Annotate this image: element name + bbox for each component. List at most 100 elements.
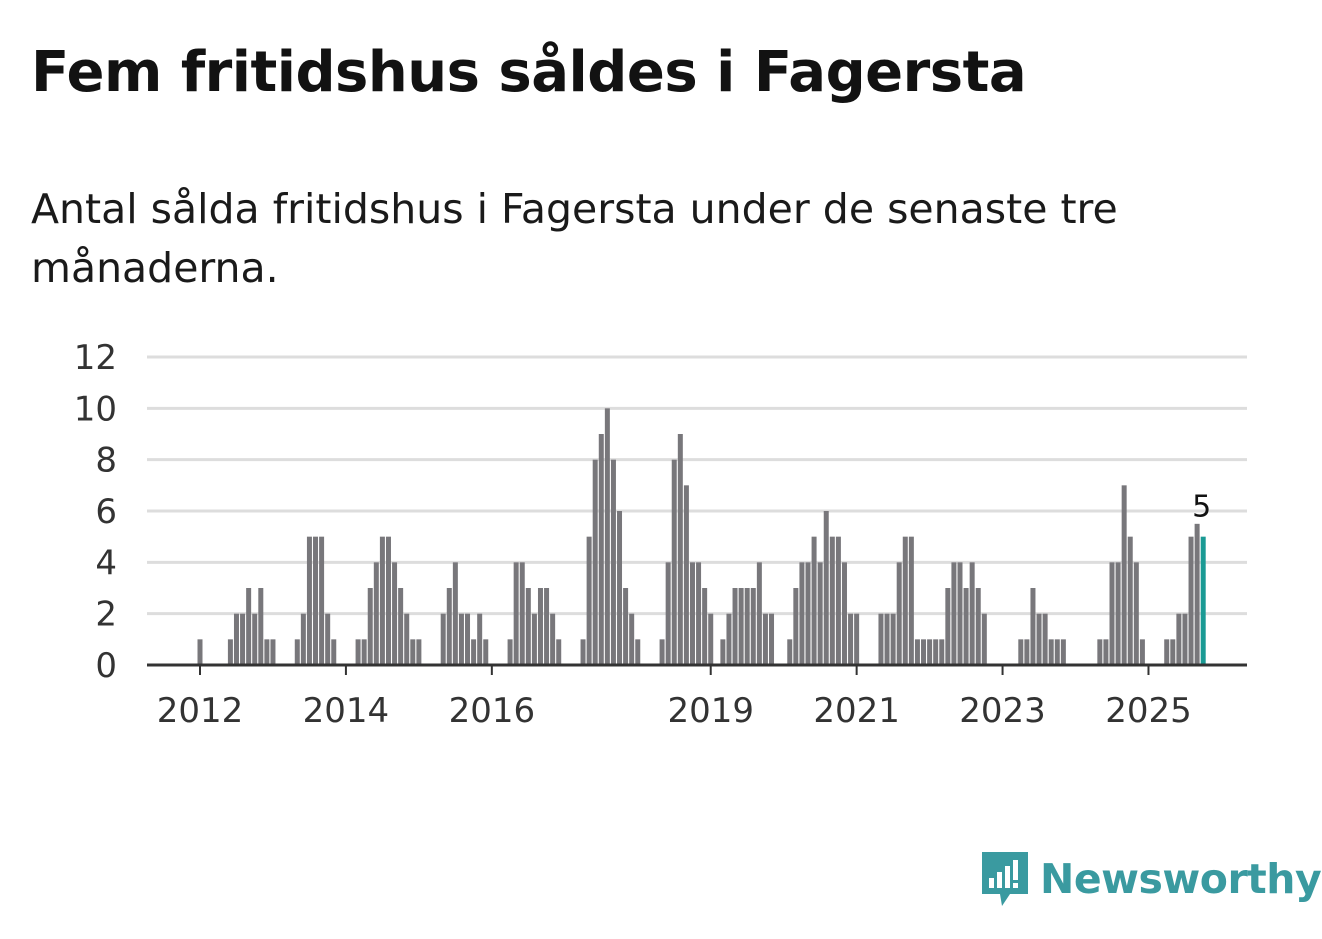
bar xyxy=(550,613,556,665)
bar-highlight xyxy=(1200,536,1206,665)
bar xyxy=(805,562,811,665)
bar xyxy=(1176,613,1182,665)
bar xyxy=(580,639,586,665)
bar xyxy=(258,588,264,665)
bar xyxy=(610,459,616,665)
bar xyxy=(446,588,452,665)
bar xyxy=(677,434,683,665)
bar xyxy=(1194,523,1200,665)
bar xyxy=(921,639,927,665)
bar xyxy=(811,536,817,665)
bar xyxy=(1133,562,1139,665)
bar xyxy=(531,613,537,665)
bar xyxy=(1139,639,1145,665)
bar xyxy=(471,639,477,665)
x-tick-label: 2023 xyxy=(959,691,1046,731)
x-tick-label: 2021 xyxy=(813,691,900,731)
bar xyxy=(1042,613,1048,665)
bar xyxy=(1109,562,1115,665)
bar xyxy=(1024,639,1030,665)
bar xyxy=(1060,639,1066,665)
bar xyxy=(975,588,981,665)
bar xyxy=(361,639,367,665)
bar xyxy=(902,536,908,665)
x-tick-label: 2014 xyxy=(303,691,390,731)
bar xyxy=(756,562,762,665)
bar xyxy=(835,536,841,665)
bar xyxy=(951,562,957,665)
bar xyxy=(306,536,312,665)
bar xyxy=(270,639,276,665)
bar xyxy=(981,613,987,665)
bar xyxy=(586,536,592,665)
bar xyxy=(769,613,775,665)
bar xyxy=(884,613,890,665)
bar xyxy=(452,562,458,665)
bar xyxy=(477,613,483,665)
bar xyxy=(617,511,623,665)
bar xyxy=(623,588,629,665)
bar xyxy=(458,613,464,665)
bar xyxy=(246,588,252,665)
bar xyxy=(683,485,689,665)
bar xyxy=(957,562,963,665)
bar xyxy=(410,639,416,665)
bar xyxy=(848,613,854,665)
brand-logo: Newsworthy xyxy=(980,848,1322,910)
bar xyxy=(398,588,404,665)
x-tick-label: 2019 xyxy=(667,691,754,731)
bar xyxy=(841,562,847,665)
bar xyxy=(300,613,306,665)
bar xyxy=(264,639,270,665)
x-tick-label: 2012 xyxy=(157,691,244,731)
bar xyxy=(908,536,914,665)
bar xyxy=(823,511,829,665)
bar xyxy=(914,639,920,665)
bar xyxy=(817,562,823,665)
bar xyxy=(233,613,239,665)
bar xyxy=(1121,485,1127,665)
bar xyxy=(404,613,410,665)
bar xyxy=(519,562,525,665)
bar xyxy=(963,588,969,665)
bar xyxy=(1018,639,1024,665)
bar xyxy=(1115,562,1121,665)
bar xyxy=(799,562,805,665)
newsworthy-logo-icon xyxy=(982,852,1028,906)
gridlines xyxy=(147,355,1247,616)
bar xyxy=(629,613,635,665)
y-tick-label: 10 xyxy=(74,389,117,429)
bar xyxy=(416,639,422,665)
bar xyxy=(367,588,373,665)
bar xyxy=(1054,639,1060,665)
bar xyxy=(1127,536,1133,665)
bar xyxy=(927,639,933,665)
y-tick-label: 8 xyxy=(95,441,117,481)
bar xyxy=(355,639,361,665)
bar xyxy=(750,588,756,665)
bar xyxy=(933,639,939,665)
bar xyxy=(1170,639,1176,665)
bar xyxy=(708,613,714,665)
y-tick-label: 4 xyxy=(95,543,117,583)
bar xyxy=(537,588,543,665)
highlight-value-label: 5 xyxy=(1192,490,1211,525)
bar xyxy=(1182,613,1188,665)
bar xyxy=(252,613,258,665)
bar xyxy=(1164,639,1170,665)
bar xyxy=(671,459,677,665)
bar xyxy=(392,562,398,665)
y-tick-label: 6 xyxy=(95,492,117,532)
bar xyxy=(197,639,203,665)
chart-title: Fem fritidshus såldes i Fagersta xyxy=(31,40,1027,105)
bar xyxy=(319,536,325,665)
x-tick-label: 2025 xyxy=(1105,691,1192,731)
bar xyxy=(738,588,744,665)
bar xyxy=(440,613,446,665)
bar xyxy=(969,562,975,665)
bar xyxy=(525,588,531,665)
bars xyxy=(197,408,1206,665)
bar xyxy=(696,562,702,665)
bar xyxy=(732,588,738,665)
bar xyxy=(240,613,246,665)
